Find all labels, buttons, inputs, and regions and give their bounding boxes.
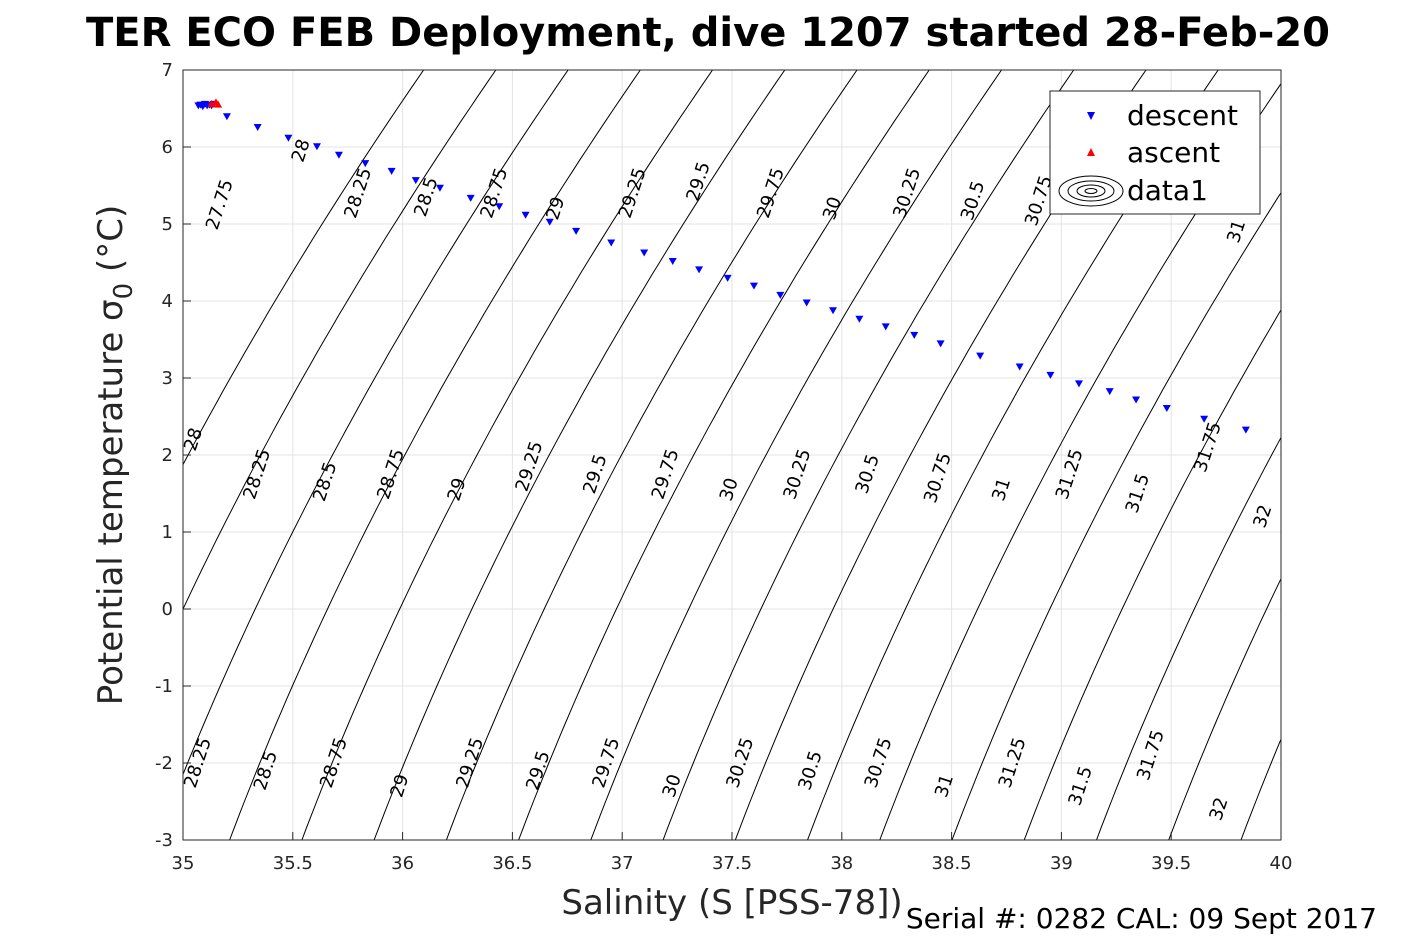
legend-box: [1049, 90, 1261, 215]
legend-descent-marker: [1087, 112, 1095, 120]
isopycnal-line: [1023, 308, 1281, 840]
y-axis-label-main: Potential temperature σ: [91, 299, 131, 705]
x-tick-label: 35: [172, 853, 195, 874]
descent-point: [640, 249, 649, 257]
legend-data1-contour-icon: [1058, 175, 1124, 207]
descent-point: [545, 218, 554, 226]
descent-point: [253, 123, 262, 131]
descent-point: [695, 266, 704, 274]
chart-title: TER ECO FEB Deployment, dive 1207 starte…: [86, 10, 1330, 56]
descent-point: [749, 282, 758, 290]
x-tick-label: 40: [1270, 853, 1293, 874]
isopycnal-line: [301, 70, 713, 840]
descent-point: [976, 352, 985, 360]
isopycnal-line: [662, 70, 1075, 840]
descent-point: [1046, 371, 1055, 379]
descent-point: [387, 167, 396, 175]
descent-point: [802, 299, 811, 307]
descent-point: [1105, 388, 1114, 396]
legend: descent ascent data1: [1049, 90, 1261, 215]
x-tick-label: 35.5: [273, 853, 313, 874]
descent-point: [881, 323, 890, 331]
x-tick-label: 37.5: [712, 853, 752, 874]
isopycnal-line: [229, 70, 641, 840]
descent-point: [1200, 415, 1209, 423]
x-axis-ticks: 35 35.5 36 36.5 37 37.5 38 38.5 39 39.5 40: [172, 832, 1293, 874]
isopycnal-line: [373, 70, 786, 840]
x-tick-label: 37: [611, 853, 634, 874]
descent-point: [936, 340, 945, 348]
descent-point: [1241, 426, 1250, 434]
y-axis-label-subscript: 0: [109, 283, 139, 300]
descent-point: [572, 227, 581, 235]
y-tick-label: 0: [162, 599, 173, 620]
y-tick-label: -3: [155, 830, 173, 851]
legend-ascent-label: ascent: [1127, 136, 1220, 169]
descent-point: [829, 307, 838, 315]
legend-descent-label: descent: [1127, 99, 1238, 132]
y-tick-label: 7: [162, 60, 173, 81]
isopycnal-line: [1168, 577, 1281, 840]
descent-point: [855, 315, 864, 323]
descent-point: [1015, 363, 1024, 371]
x-axis-label: Salinity (S [PSS-78]): [561, 883, 902, 923]
descent-point: [284, 134, 293, 142]
y-tick-label: -2: [155, 753, 173, 774]
x-tick-label: 38.5: [932, 853, 972, 874]
y-tick-label: 6: [162, 137, 173, 158]
y-axis-ticks: -3 -2 -1 0 1 2 3 4 5 6 7: [155, 60, 191, 851]
descent-point: [776, 291, 785, 299]
descent-point: [521, 211, 530, 219]
legend-ascent-marker: [1087, 148, 1095, 156]
descent-point: [1074, 380, 1083, 388]
y-tick-label: -1: [155, 676, 173, 697]
y-tick-label: 1: [162, 522, 173, 543]
isopycnal-line: [445, 70, 858, 840]
y-tick-label: 3: [162, 368, 173, 389]
x-tick-label: 36.5: [492, 853, 532, 874]
descent-point: [607, 239, 616, 247]
descent-point: [334, 151, 343, 159]
density-contours: [183, 70, 1281, 840]
x-tick-label: 38: [830, 853, 853, 874]
x-tick-label: 39.5: [1151, 853, 1191, 874]
footer-serial-cal: Serial #: 0282 CAL: 09 Sept 2017: [906, 902, 1377, 935]
y-axis-label-unit: (°C): [91, 205, 131, 283]
isopycnal-line: [951, 191, 1281, 840]
legend-data1-label: data1: [1127, 174, 1208, 207]
descent-point: [910, 331, 919, 339]
isopycnal-line: [183, 70, 497, 611]
descent-point: [1132, 396, 1141, 404]
descent-point: [495, 203, 504, 211]
y-tick-label: 4: [162, 291, 173, 312]
isopycnal-line: [518, 70, 930, 840]
y-tick-label: 2: [162, 445, 173, 466]
x-tick-label: 39: [1050, 853, 1073, 874]
y-axis-label: Potential temperature σ0 (°C): [91, 205, 139, 705]
descent-point: [668, 257, 677, 265]
data-points: [194, 98, 1250, 434]
isopycnal-line: [183, 70, 569, 776]
descent-point: [1162, 405, 1171, 413]
ascent-point: [214, 100, 223, 108]
x-tick-label: 36: [391, 853, 414, 874]
descent-point: [723, 274, 732, 282]
descent-point: [466, 194, 475, 202]
descent-point: [361, 160, 370, 168]
isopycnal-line: [1096, 436, 1281, 840]
descent-point: [222, 113, 231, 121]
descent-point: [312, 143, 321, 151]
descent-point: [411, 177, 420, 185]
y-tick-label: 5: [162, 214, 173, 235]
isopycnal-line: [590, 70, 1002, 840]
descent-point: [435, 184, 444, 192]
